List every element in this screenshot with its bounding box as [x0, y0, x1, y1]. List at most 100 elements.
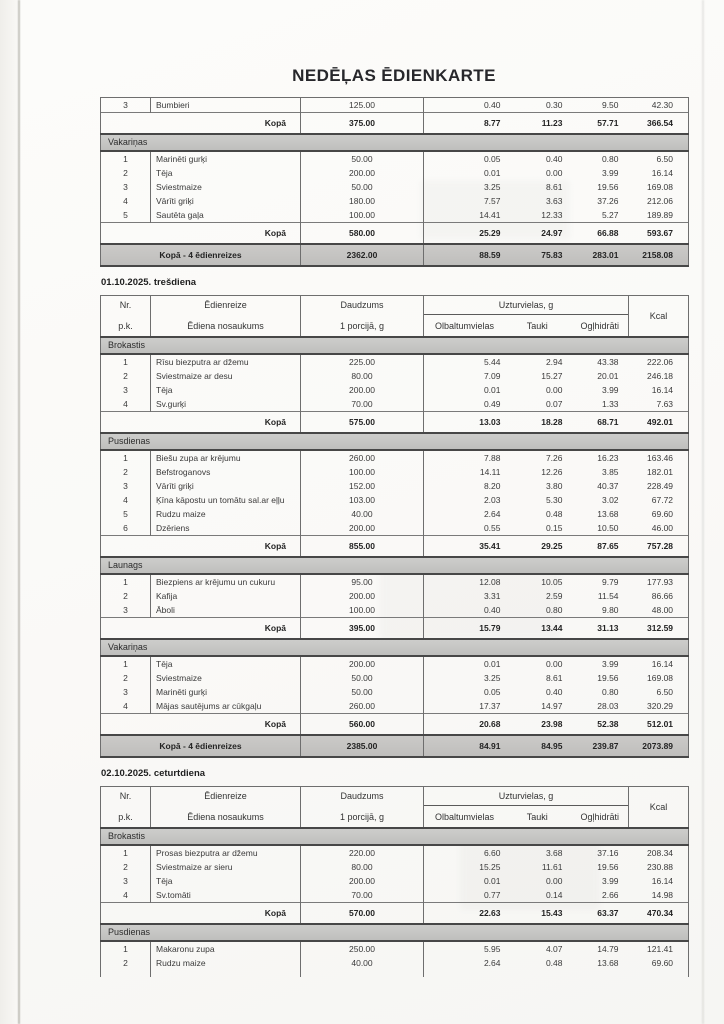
- cell-portion-qty: 260.00: [300, 699, 424, 714]
- col-header-qty-bottom: 1 porcijā, g: [339, 321, 385, 331]
- cell-fat: 0.40: [545, 154, 563, 164]
- cell-dish-name: Vārīti griķi: [150, 194, 301, 208]
- col-header-nr-top: Nr.: [119, 300, 132, 310]
- cell-dish-name: Biešu zupa ar krējumu: [150, 450, 301, 465]
- menu-tables-container: 3 Bumbieri 125.00 0.40 0.30 9.50 42.30 Kopā 375.…: [99, 97, 690, 977]
- col-header-meal-bottom: Ēdiena nosaukums: [187, 321, 264, 331]
- cell-kcal: 189.89: [628, 208, 689, 223]
- cell-fat: 24.97: [500, 222, 563, 245]
- cell-fat: 0.00: [545, 385, 563, 395]
- cell-row-number: 1: [100, 450, 151, 465]
- cell-dish-name: Sviestmaize: [150, 671, 301, 685]
- cell-protein: 22.63: [423, 902, 501, 925]
- cell-carbs: 3.99: [601, 385, 619, 395]
- cell-portion-qty: 103.00: [300, 493, 424, 507]
- cell-portion-qty: 200.00: [300, 656, 424, 671]
- cell-fat: 2.59: [545, 591, 563, 601]
- cell-carbs: 28.03: [597, 701, 619, 711]
- col-header-kcal: Kcal: [628, 295, 690, 338]
- cell-carbs: 16.23: [597, 453, 619, 463]
- cell-row-number: 2: [100, 166, 151, 180]
- menu-item-row: 2 Sviestmaize ar sieru 80.00 15.25 11.61 19.5…: [100, 860, 690, 874]
- cell-fat: 3.80: [545, 481, 563, 491]
- cell-kcal: 16.14: [628, 874, 690, 888]
- cell-kcal: 228.49: [628, 479, 690, 493]
- cell-carbs: 0.80: [601, 687, 619, 697]
- cell-row-number: 4: [100, 699, 151, 714]
- cell-fat: 5.30: [545, 495, 563, 505]
- cell-portion-qty: 100.00: [300, 465, 424, 479]
- nutrient-sublabel-0: Olbaltumvielas: [435, 320, 495, 331]
- menu-item-row: 1 Tēja 200.00 0.01 0.00 3.99 16.14: [100, 656, 690, 671]
- cell-row-number: 3: [100, 97, 151, 113]
- day-heading: 01.10.2025. trešdiena: [101, 277, 197, 288]
- cell-protein: 0.40: [423, 97, 501, 113]
- cell-fat: 0.30: [500, 97, 563, 113]
- cell-fat: 14.97: [541, 701, 563, 711]
- cell-protein: 8.20: [483, 481, 501, 491]
- cell-row-number: 2: [100, 465, 151, 479]
- cell-row-number: 1: [100, 941, 151, 956]
- cell-portion-qty: 70.00: [300, 397, 424, 412]
- document-content: NEDĒĻAS ĒDIENKARTE 3 Bumbieri 125.00 0.40 0.…: [99, 0, 690, 977]
- cell-carbs: 10.50: [597, 523, 619, 533]
- menu-item-row: 4 Vārīti griķi 180.00 7.57 3.63 37.26 212.06: [100, 194, 689, 208]
- cell-kcal: 14.98: [628, 888, 690, 903]
- col-header-meal-top: Ēdienreize: [204, 300, 247, 310]
- cell-portion-qty: 220.00: [300, 845, 424, 860]
- col-header-qty: Daudzums 1 porcijā, g: [300, 295, 424, 338]
- cell-fat: 0.15: [545, 523, 563, 533]
- cell-fat: 12.33: [541, 210, 563, 220]
- cell-kcal: 16.14: [628, 656, 690, 671]
- cell-kcal: 470.34: [628, 902, 690, 925]
- cell-dish-name: Dzēriens: [150, 521, 301, 536]
- cell-portion-qty: 180.00: [300, 194, 424, 208]
- cell-fat: 0.80: [545, 605, 563, 615]
- stub-cell: [100, 970, 151, 977]
- nutrients-group-label: Uzturvielas, g: [424, 296, 628, 315]
- cell-row-number: 1: [100, 151, 151, 166]
- cell-fat: 10.05: [541, 577, 563, 587]
- stub-cell: [628, 970, 690, 977]
- menu-item-row: 1 Makaronu zupa 250.00 5.95 4.07 14.79 121.41: [100, 941, 690, 956]
- cell-fat: 11.61: [541, 862, 563, 872]
- menu-item-row: 5 Rudzu maize 40.00 2.64 0.48 13.68 69.60: [100, 507, 690, 521]
- cell-carbs: 11.54: [597, 591, 619, 601]
- cell-carbs: 5.27: [601, 210, 619, 220]
- cell-row-number: 6: [100, 521, 151, 536]
- menu-item-row: 2 Kafija 200.00 3.31 2.59 11.54 86.66: [100, 589, 690, 603]
- cell-carbs: 9.50: [562, 97, 629, 113]
- cell-kcal: 312.59: [628, 617, 690, 640]
- cell-row-number: 2: [100, 956, 151, 970]
- cell-carbs: 63.37: [562, 902, 629, 925]
- cell-row-number: 4: [100, 493, 151, 507]
- table-header-row: Nr. p.k. Ēdienreize Ēdiena nosaukums Daudzum…: [100, 786, 690, 829]
- cell-portion-qty: 100.00: [300, 208, 424, 223]
- cell-portion-qty: 250.00: [300, 941, 424, 956]
- section-total-row: Kopā 570.00 22.63 15.43 63.37 470.34: [100, 902, 690, 925]
- meal-band-row: Pusdienas: [99, 432, 690, 451]
- section-total-label: Kopā: [100, 535, 301, 558]
- day-grand-total-qty: 2385.00: [300, 734, 424, 758]
- cell-row-number: 3: [100, 874, 151, 888]
- menu-table: 3 Bumbieri 125.00 0.40 0.30 9.50 42.30 Kopā 375.…: [100, 97, 689, 267]
- cell-dish-name: Befstroganovs: [150, 465, 301, 479]
- cell-dish-name: Sviestmaize: [150, 180, 301, 194]
- cell-fat: 18.28: [500, 411, 563, 434]
- cell-protein: 15.79: [423, 617, 501, 640]
- cell-dish-name: Kafija: [150, 589, 301, 603]
- cell-row-number: 2: [100, 671, 151, 685]
- cell-protein: 35.41: [423, 535, 501, 558]
- col-header-nr-stack: Nr. p.k.: [102, 787, 150, 826]
- meal-band-row: Vakariņas: [100, 133, 689, 152]
- menu-item-row: 1 Biešu zupa ar krējumu 260.00 7.88 7.26 16.2…: [100, 450, 690, 465]
- section-total-row: Kopā 855.00 35.41 29.25 87.65 757.28: [100, 535, 690, 558]
- section-total-row: Kopā 375.00 8.77 11.23 57.71 366.54: [100, 112, 689, 135]
- section-total-label: Kopā: [100, 902, 301, 925]
- cell-portion-qty: 95.00: [300, 574, 424, 589]
- cell-protein: 14.41: [479, 210, 501, 220]
- nutrient-sublabel-0: Olbaltumvielas: [435, 811, 495, 822]
- cell-protein: 0.01: [483, 168, 501, 178]
- cell-protein: 0.77: [483, 890, 501, 900]
- cell-carbs: 87.65: [562, 535, 629, 558]
